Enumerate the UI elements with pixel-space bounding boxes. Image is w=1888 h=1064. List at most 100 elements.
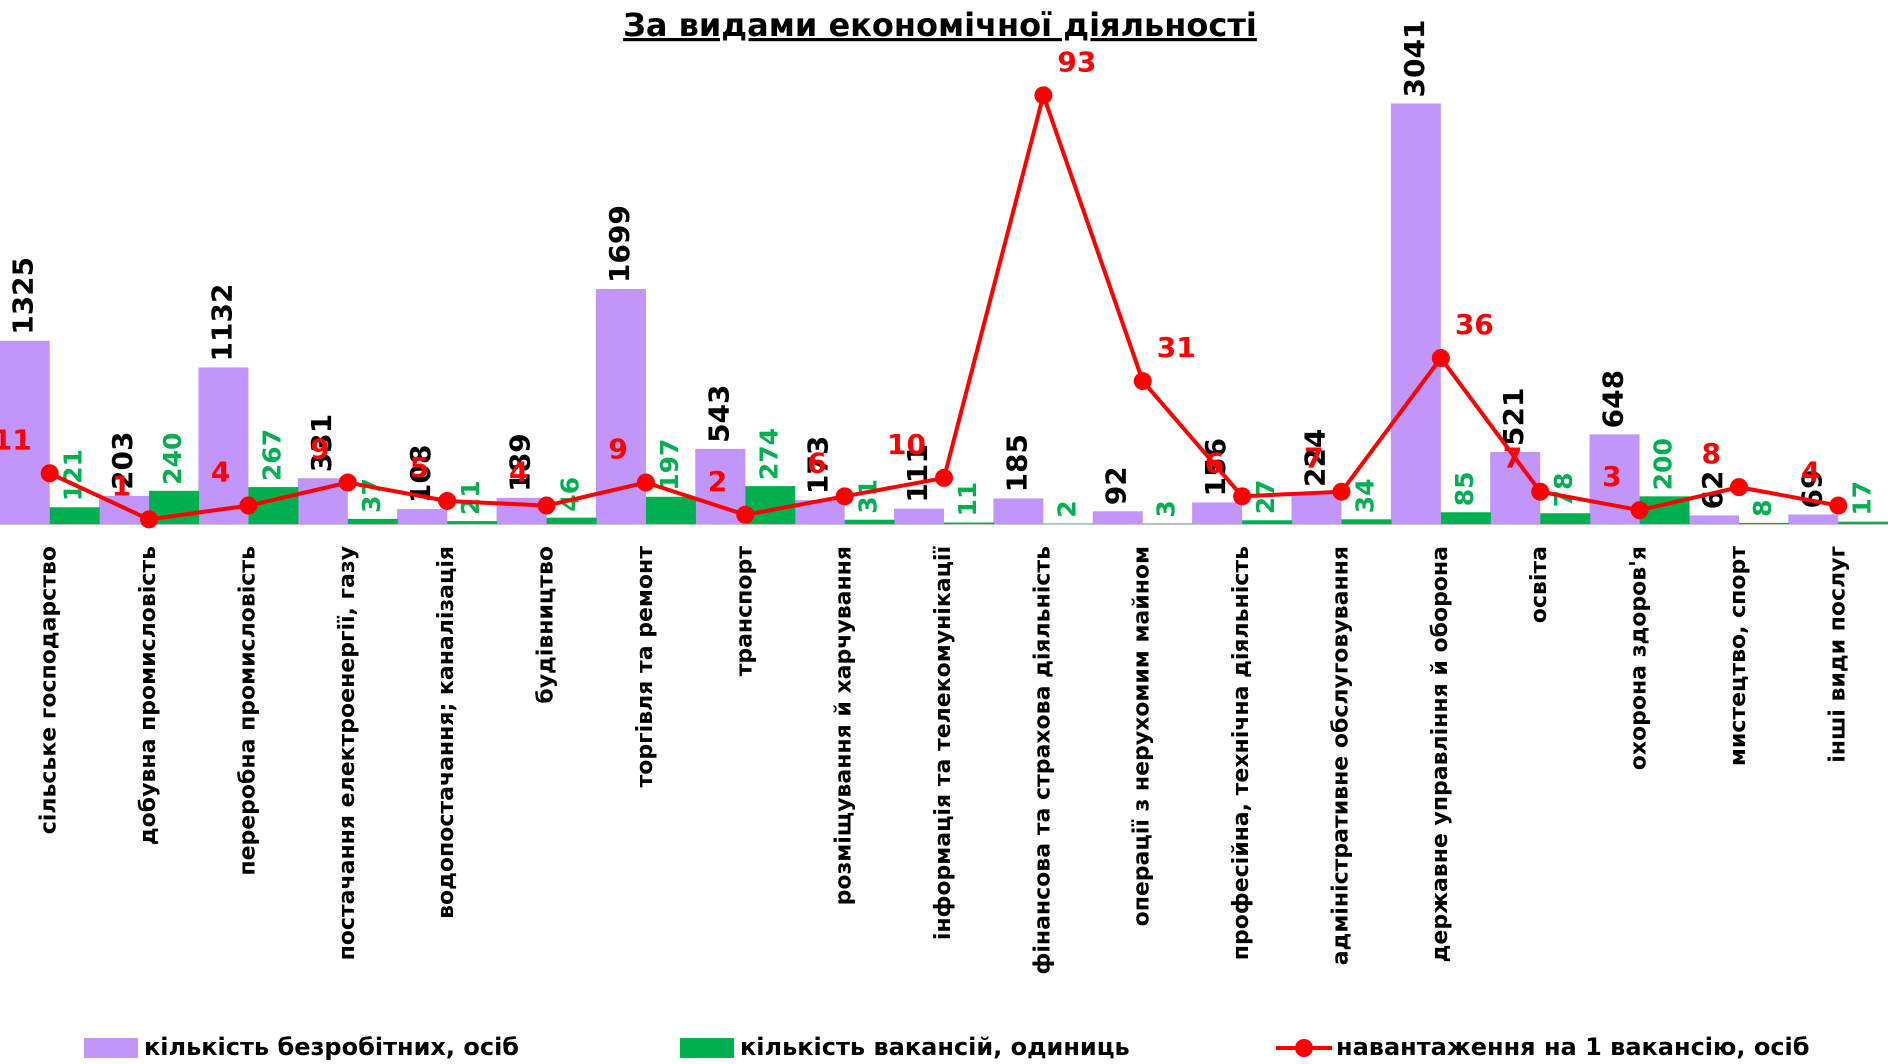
x-tick-label: професійна, технічна діяльність	[1229, 546, 1254, 960]
bar	[0, 340, 50, 524]
legend-label: кількість безробітних, осіб	[144, 1033, 519, 1061]
data-label: 173	[802, 436, 835, 494]
data-label: 8	[1701, 437, 1720, 470]
bar	[447, 521, 498, 524]
data-label: 7	[1503, 442, 1522, 475]
data-label: 1	[112, 469, 131, 502]
data-label: 331	[305, 414, 338, 472]
x-tick-label: сільське господарство	[37, 546, 62, 834]
bar	[198, 367, 249, 524]
data-label: 267	[257, 429, 286, 481]
data-label: 9	[310, 433, 329, 466]
data-label: 7	[1304, 442, 1323, 475]
chart-title: За видами економічної діяльності	[623, 6, 1257, 44]
data-label: 274	[754, 428, 783, 480]
line-marker	[1630, 501, 1649, 520]
legend-label: навантаження на 1 вакансію, осіб	[1336, 1033, 1810, 1061]
data-label: 111	[901, 444, 934, 502]
line-marker	[1729, 478, 1748, 497]
data-label: 6	[807, 446, 826, 479]
data-label: 93	[1057, 45, 1096, 78]
bar	[1390, 103, 1441, 524]
data-label: 224	[1298, 429, 1331, 487]
legend-swatch	[84, 1038, 138, 1058]
line-marker	[1034, 86, 1053, 105]
bar	[347, 518, 398, 524]
data-label: 5	[410, 451, 429, 484]
x-tick-label: транспорт	[732, 546, 757, 677]
data-label: 36	[1455, 308, 1494, 341]
data-label: 648	[1597, 370, 1630, 428]
x-tick-label: торгівля та ремонт	[633, 546, 658, 788]
line-marker	[1233, 487, 1252, 506]
data-label: 21	[456, 480, 485, 515]
bar	[1242, 520, 1293, 524]
bar	[1738, 522, 1789, 524]
line-marker	[1133, 372, 1152, 391]
data-label: 6	[1205, 446, 1224, 479]
data-label: 197	[655, 439, 684, 491]
data-label: 4	[211, 456, 230, 489]
data-label: 4	[1801, 456, 1820, 489]
data-label: 240	[158, 433, 187, 485]
x-tick-label: будівництво	[534, 546, 559, 704]
data-label: 543	[702, 384, 735, 442]
bar	[1838, 521, 1888, 524]
data-label: 2	[708, 465, 727, 498]
bar	[1540, 513, 1591, 524]
bar	[546, 517, 597, 524]
bar	[49, 507, 100, 524]
bar	[993, 498, 1044, 524]
data-label: 1132	[205, 284, 238, 362]
data-label: 1325	[7, 257, 40, 335]
x-tick-label: розміщування й харчування	[832, 546, 857, 905]
x-tick-label: мистецтво, спорт	[1726, 546, 1751, 766]
x-tick-label: адміністративне обслуговування	[1328, 546, 1353, 965]
line-marker	[537, 496, 556, 515]
bar	[1341, 519, 1392, 524]
data-label: 46	[556, 477, 585, 512]
data-label: 31	[854, 479, 883, 514]
x-tick-label: операції з нерухомим майном	[1130, 546, 1155, 926]
data-label: 2	[1052, 500, 1081, 517]
data-label: 521	[1497, 388, 1530, 446]
data-label: 17	[1847, 481, 1876, 516]
data-label: 4	[509, 456, 528, 489]
bar	[1291, 493, 1342, 524]
x-tick-label: фінансова та страхова діяльність	[1030, 546, 1055, 974]
bar	[397, 509, 448, 524]
bar	[1788, 514, 1839, 524]
data-label: 1699	[603, 205, 636, 283]
bar	[944, 522, 994, 524]
line-marker	[835, 487, 854, 506]
data-label: 121	[59, 449, 88, 501]
data-label: 92	[1100, 466, 1133, 505]
line-marker	[338, 473, 357, 492]
data-label: 200	[1649, 438, 1678, 490]
data-label: 85	[1450, 471, 1479, 506]
x-tick-label: охорона здоров'я	[1627, 546, 1652, 770]
bar	[1092, 511, 1143, 524]
legend-marker	[1295, 1039, 1313, 1057]
line-marker	[736, 505, 755, 524]
data-label: 34	[1350, 479, 1379, 514]
data-label: 185	[1000, 434, 1033, 492]
bar	[844, 519, 895, 524]
data-label: 3	[1602, 460, 1621, 493]
data-label: 9	[608, 433, 627, 466]
line-marker	[935, 468, 953, 487]
x-tick-label: добувна промисловість	[136, 546, 161, 845]
legend-label: кількість вакансій, одиниць	[740, 1033, 1130, 1061]
data-label: 11	[0, 423, 32, 456]
line-marker	[1829, 496, 1848, 515]
data-label: 31	[1157, 331, 1196, 364]
data-label: 10	[887, 428, 926, 461]
data-label: 11	[953, 482, 982, 517]
data-label: 8	[1748, 499, 1777, 516]
bar	[1688, 515, 1739, 524]
x-tick-label: державне управління й оборона	[1428, 546, 1453, 962]
x-tick-label: постачання електроенергії, газу	[335, 546, 360, 960]
data-label: 189	[504, 433, 537, 491]
line-marker	[239, 496, 258, 515]
